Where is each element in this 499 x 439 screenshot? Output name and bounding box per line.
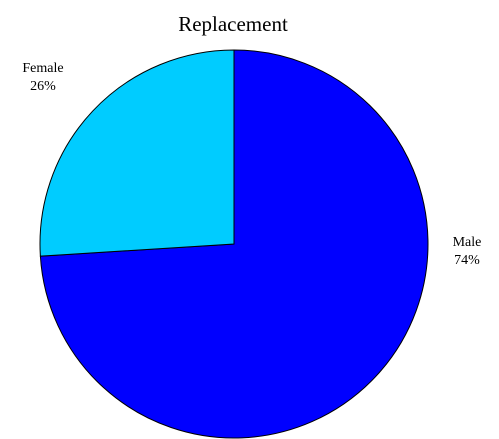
slice-label-female: Female [22,61,63,76]
pie-labels: Male 74% Female 26% [22,61,481,268]
pie-slice-female [39,49,235,257]
slice-label-male: Male [453,235,482,250]
chart-title: Replacement [178,12,288,36]
pie-slices [39,49,429,439]
slice-value-male: 74% [454,253,480,268]
slice-value-female: 26% [30,79,56,94]
